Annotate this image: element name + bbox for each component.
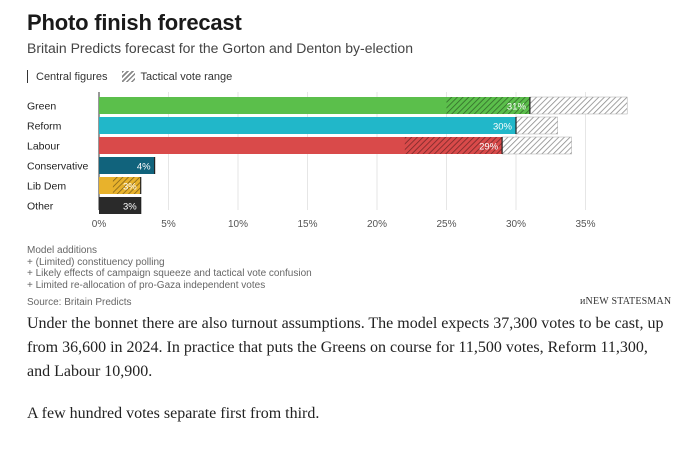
x-tick-label: 30%: [506, 219, 526, 230]
bar-other: [99, 197, 141, 214]
tactical-range-bar: [515, 116, 558, 135]
tactical-range-bar: [501, 136, 572, 155]
x-tick-label: 35%: [575, 219, 595, 230]
notes-line-2: + Likely effects of campaign squeeze and…: [27, 268, 312, 279]
article-paragraph-2: A few hundred votes separate first from …: [27, 405, 320, 422]
chart-legend: Central figures Tactical vote range: [27, 70, 232, 83]
category-label: Conservative: [27, 161, 88, 173]
article-body: Under the bonnet there are also turnout …: [27, 312, 667, 426]
bar-reform: [99, 117, 516, 134]
data-label: 4%: [137, 161, 151, 172]
new-statesman-logo: ᴎNEW STATESMAN: [580, 296, 672, 307]
central-figures-marker: [27, 70, 28, 83]
category-label: Green: [27, 101, 56, 113]
tactical-overlap: [446, 97, 530, 114]
tactical-overlap: [404, 137, 503, 154]
x-tick-label: 5%: [161, 219, 176, 230]
category-label: Other: [27, 201, 54, 213]
data-label: 29%: [479, 141, 499, 152]
tactical-range-bar: [529, 96, 628, 115]
bar-green: [99, 97, 530, 114]
x-tick-label: 25%: [436, 219, 456, 230]
category-label: Reform: [27, 121, 62, 133]
notes-line-1: + (Limited) constituency polling: [27, 256, 165, 268]
x-tick-label: 15%: [297, 219, 317, 230]
bar-conservative: [99, 157, 155, 174]
data-label: 3%: [123, 201, 137, 212]
article-paragraph-1: Under the bonnet there are also turnout …: [27, 315, 664, 380]
bar-labour: [99, 137, 503, 154]
category-label: Labour: [27, 141, 60, 153]
x-tick-label: 0%: [92, 219, 107, 230]
notes-line-3: + Limited re-allocation of pro-Gaza inde…: [27, 279, 266, 291]
legend-tactical-label: Tactical vote range: [140, 70, 233, 83]
chart-subtitle: Britain Predicts forecast for the Gorton…: [27, 40, 413, 56]
source-credit: Source: Britain Predicts: [27, 297, 132, 308]
tactical-range-swatch: [121, 71, 135, 82]
category-label: Lib Dem: [27, 181, 66, 193]
tactical-overlap: [112, 177, 141, 194]
x-tick-label: 10%: [228, 219, 248, 230]
model-notes: Model additions + (Limited) constituency…: [27, 245, 312, 291]
chart-title: Photo finish forecast: [27, 10, 242, 35]
notes-heading: Model additions: [27, 245, 98, 256]
legend-central-label: Central figures: [36, 70, 108, 83]
data-label: 30%: [493, 121, 513, 132]
x-tick-label: 20%: [367, 219, 387, 230]
data-label: 31%: [507, 101, 527, 112]
data-label: 3%: [123, 181, 137, 192]
bar-chart: Green 31% Reform 30% Labour 29% Conservative 4%…: [27, 92, 628, 230]
